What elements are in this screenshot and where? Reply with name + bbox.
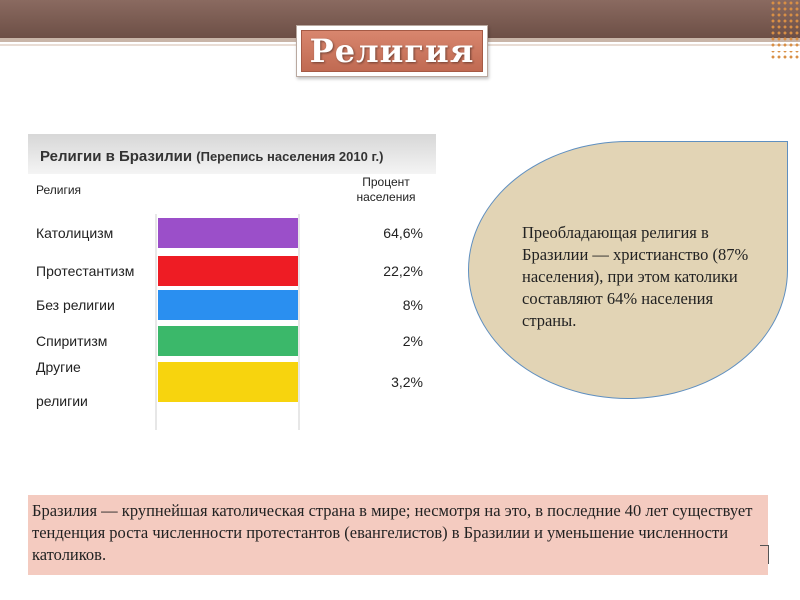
column-header-percent: Процент [362,175,410,189]
row-label-0: Католицизм [36,225,113,241]
religion-chart: Религии в Бразилии (Перепись населения 2… [28,134,436,430]
bar-4 [158,362,298,402]
footer-corner-mark [760,545,769,564]
row-value-0: 64,6% [383,225,423,241]
row-label-4-line2: религии [36,393,88,409]
footer-text: Бразилия — крупнейшая католическая стран… [32,501,753,564]
row-label-4: Другие [36,359,81,375]
slide-title-plate: Религия [301,30,483,72]
row-value-3: 2% [403,333,423,349]
bar-0 [158,218,298,248]
chart-title-band [28,134,436,174]
bar-3 [158,326,298,356]
corner-dot-pattern [770,0,800,60]
footer-box [28,495,768,575]
row-value-2: 8% [403,297,423,313]
column-header-percent-line2: населения [356,190,415,204]
title-rule [486,49,800,51]
chart-title-main: Религии в Бразилии [40,148,193,165]
slide-title: Религия [309,32,475,70]
chart-subtitle: (Перепись населения 2010 г.) [196,149,384,164]
row-label-2: Без религии [36,297,115,313]
callout-petal [468,141,788,399]
row-value-4: 3,2% [391,374,423,390]
row-label-1: Протестантизм [36,263,134,279]
callout-text: Преобладающая религия в Бразилии — христ… [522,223,749,330]
column-header-religion: Религия [36,183,81,197]
bar-1 [158,256,298,286]
bar-2 [158,290,298,320]
chart-title: Религии в Бразилии (Перепись населения 2… [40,148,384,165]
row-value-1: 22,2% [383,263,423,279]
slide-title-box: Религия [296,25,488,77]
row-label-3: Спиритизм [36,333,107,349]
